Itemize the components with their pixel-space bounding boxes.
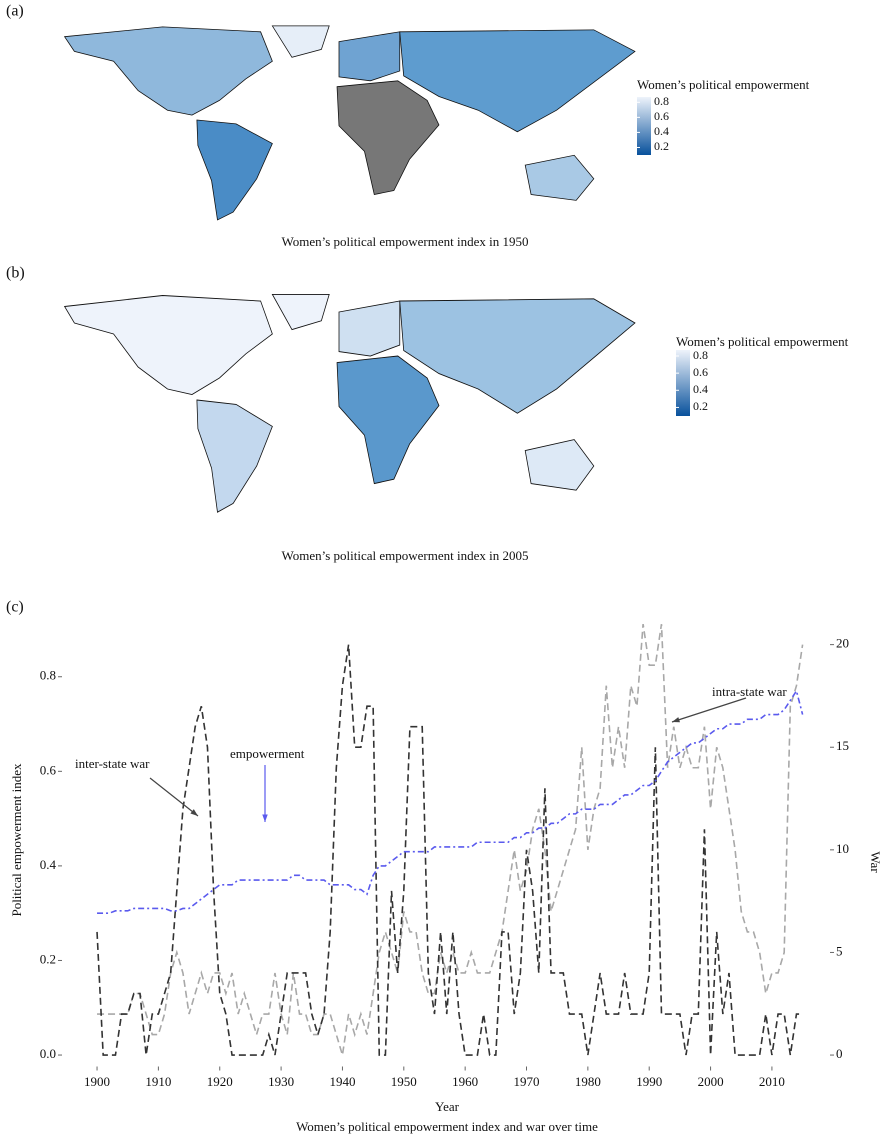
x-tick-label: 1940 <box>329 1074 355 1089</box>
x-axis-label: Year <box>435 1099 460 1114</box>
y2-tick-label: 10 <box>836 841 849 856</box>
legend-tick-label: 0.2 <box>693 399 708 413</box>
legend-colorbar <box>676 350 690 416</box>
legend-title: Women’s political empowerment <box>676 334 849 349</box>
arrow-head <box>672 717 680 723</box>
country-region <box>524 154 595 201</box>
world-map <box>63 25 636 221</box>
series-annotation: empowerment <box>230 746 305 761</box>
panel-label: (a) <box>6 3 24 20</box>
legend-tick-label: 0.6 <box>693 365 708 379</box>
x-tick-label: 1950 <box>391 1074 417 1089</box>
country-region <box>524 439 595 491</box>
legend-tick-label: 0.8 <box>654 94 669 108</box>
y2-tick-label: 0 <box>836 1046 843 1061</box>
series-line <box>97 623 804 1056</box>
country-region <box>63 295 273 395</box>
map-caption: Women’s political empowerment index in 1… <box>282 234 529 249</box>
legend-tick-label: 0.4 <box>654 124 669 138</box>
y-tick-label: 0.4 <box>40 857 57 872</box>
y2-tick-label: 20 <box>836 636 849 651</box>
legend-tick-label: 0.2 <box>654 139 669 153</box>
y2-axis-label: War <box>868 851 883 873</box>
y-tick-label: 0.8 <box>40 668 56 683</box>
x-tick-label: 2000 <box>698 1074 724 1089</box>
country-region <box>196 119 273 221</box>
country-region <box>336 355 440 485</box>
panel-label: (c) <box>6 599 24 616</box>
x-tick-label: 1990 <box>636 1074 662 1089</box>
legend-tick-label: 0.4 <box>693 382 708 396</box>
country-region <box>338 31 401 82</box>
y2-tick-label: 15 <box>836 738 849 753</box>
y-tick-label: 0.2 <box>40 951 56 966</box>
x-tick-label: 1980 <box>575 1074 601 1089</box>
x-tick-label: 1920 <box>207 1074 233 1089</box>
legend-tick-label: 0.6 <box>654 109 669 123</box>
x-tick-label: 2010 <box>759 1074 785 1089</box>
world-map <box>63 293 636 513</box>
country-region <box>399 298 636 414</box>
y-tick-label: 0.6 <box>40 762 57 777</box>
country-region <box>336 80 440 195</box>
series-line <box>97 688 804 914</box>
x-tick-label: 1930 <box>268 1074 294 1089</box>
country-region <box>196 399 273 513</box>
y-tick-label: 0.0 <box>40 1046 56 1061</box>
y2-tick-label: 5 <box>836 943 843 958</box>
y-axis-label: Political empowerment index <box>9 763 24 917</box>
series-annotation: intra-state war <box>712 684 787 699</box>
arrow-head <box>190 809 198 816</box>
chart-caption: Women’s political empowerment index and … <box>296 1119 598 1134</box>
annotation-arrow <box>671 697 747 723</box>
series-annotation: inter-state war <box>75 756 150 771</box>
country-region <box>271 25 330 58</box>
legend-colorbar <box>637 97 651 155</box>
country-region <box>271 293 330 331</box>
panel-label: (b) <box>6 265 25 282</box>
x-tick-label: 1970 <box>514 1074 540 1089</box>
legend-tick-label: 0.8 <box>693 348 708 362</box>
x-tick-label: 1900 <box>84 1074 110 1089</box>
legend-title: Women’s political empowerment <box>637 77 810 92</box>
x-tick-label: 1910 <box>145 1074 171 1089</box>
annotation-arrow <box>149 777 199 817</box>
country-region <box>338 300 401 357</box>
map-caption: Women’s political empowerment index in 2… <box>282 548 529 563</box>
country-region <box>63 26 273 116</box>
x-tick-label: 1960 <box>452 1074 478 1089</box>
country-region <box>399 29 636 133</box>
arrow-head <box>262 814 268 822</box>
series-line <box>96 644 803 1056</box>
